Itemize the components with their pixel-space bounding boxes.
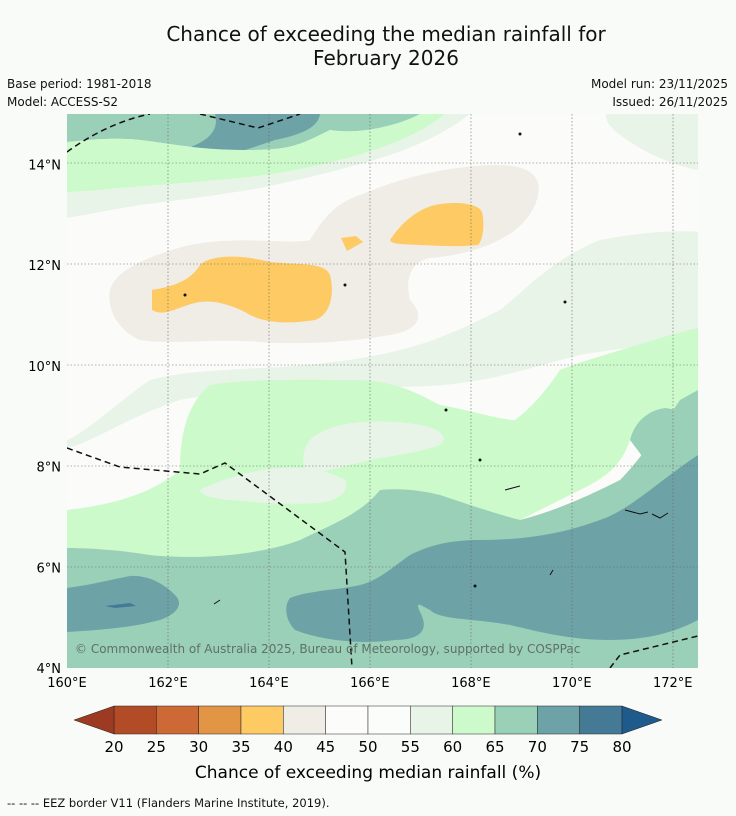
map-title-line1: Chance of exceeding the median rainfall … — [166, 22, 606, 46]
x-tick-label: 172°E — [653, 676, 693, 691]
middle-pale-inner-patch — [303, 421, 444, 475]
colorbar-segment — [410, 705, 453, 735]
orange-patch-west — [152, 256, 332, 323]
x-tick-label: 166°E — [350, 676, 390, 691]
y-tick-label: 12°N — [28, 259, 61, 274]
colorbar-segment — [579, 705, 623, 735]
colorbar-tick-label: 60 — [443, 738, 462, 756]
issued-date: Issued: 26/11/2025 — [612, 95, 728, 109]
y-tick-label: 14°N — [28, 158, 61, 173]
colorbar-segment — [367, 705, 411, 735]
x-tick-label: 170°E — [552, 676, 592, 691]
colorbar-tick-label: 35 — [231, 738, 250, 756]
colorbar-segment — [325, 705, 369, 735]
colorbar-tick-label: 25 — [147, 738, 166, 756]
top-teal-patch — [180, 114, 320, 159]
copyright-text: © Commonwealth of Australia 2025, Bureau… — [75, 642, 580, 656]
colorbar-tick-label: 30 — [189, 738, 208, 756]
model-run: Model run: 23/11/2025 — [590, 77, 728, 91]
lower-teal-main — [286, 455, 698, 642]
axis-labels: 160°E 162°E 164°E 166°E 168°E 170°E 172°E 14°N 1… — [28, 158, 692, 691]
top-light-green-band — [67, 114, 445, 192]
middle-pale-lower-patch — [200, 467, 347, 504]
colorbar-segment — [156, 705, 199, 735]
colorbar-segment — [198, 705, 242, 735]
colorbar-segment — [240, 705, 284, 735]
x-tick-label: 162°E — [148, 676, 188, 691]
x-tick-label: 168°E — [451, 676, 491, 691]
colorbar-label: Chance of exceeding median rainfall (%) — [195, 763, 541, 783]
bottom-right-light-patch — [600, 640, 698, 668]
eez-borders — [67, 114, 698, 668]
y-tick-label: 10°N — [28, 360, 61, 375]
top-right-pale-patch — [605, 114, 698, 170]
colorbar: 20 25 30 35 40 45 50 55 60 65 70 75 80 — [73, 705, 663, 756]
base-period: Base period: 1981-2018 — [7, 77, 152, 91]
colorbar-over-arrow — [621, 705, 663, 735]
colorbar-segment — [452, 705, 496, 735]
colorbar-segment — [113, 705, 157, 735]
colorbar-tick-label: 80 — [612, 738, 631, 756]
colorbar-tick-label: 20 — [104, 738, 123, 756]
x-tick-label: 160°E — [47, 676, 87, 691]
colorbar-tick-label: 55 — [401, 738, 420, 756]
y-tick-label: 6°N — [37, 561, 62, 576]
map-contours: © Commonwealth of Australia 2025, Bureau… — [67, 114, 698, 668]
colorbar-tick-label: 50 — [358, 738, 377, 756]
colorbar-segment — [537, 705, 580, 735]
dark-teal-sliver — [105, 603, 136, 608]
orange-patch-east — [390, 203, 484, 247]
colorbar-under-arrow — [73, 705, 115, 735]
model-name: Model: ACCESS-S2 — [7, 95, 119, 109]
colorbar-segment — [494, 705, 538, 735]
colorbar-tick-label: 75 — [570, 738, 589, 756]
y-tick-label: 4°N — [37, 662, 62, 677]
islands — [183, 132, 669, 605]
y-tick-label: 8°N — [37, 461, 62, 476]
map-title: Chance of exceeding the median rainfall … — [0, 22, 736, 70]
colorbar-tick-label: 70 — [528, 738, 547, 756]
right-green-patch — [630, 408, 698, 470]
x-tick-label: 164°E — [249, 676, 289, 691]
meta-left: Base period: 1981-2018 Model: ACCESS-S2 — [7, 75, 152, 111]
colorbar-tick-label: 65 — [485, 738, 504, 756]
map-title-line2: February 2026 — [313, 46, 459, 70]
colorbar-segment — [283, 705, 326, 735]
colorbar-tick-label: 45 — [316, 738, 335, 756]
orange-patch-small — [341, 236, 363, 251]
eez-legend-note: -- -- -- EEZ border V11 (Flanders Marine… — [7, 796, 330, 810]
gridlines — [67, 114, 698, 668]
meta-right: Model run: 23/11/2025 Issued: 26/11/2025 — [591, 75, 728, 111]
colorbar-tick-label: 40 — [274, 738, 293, 756]
